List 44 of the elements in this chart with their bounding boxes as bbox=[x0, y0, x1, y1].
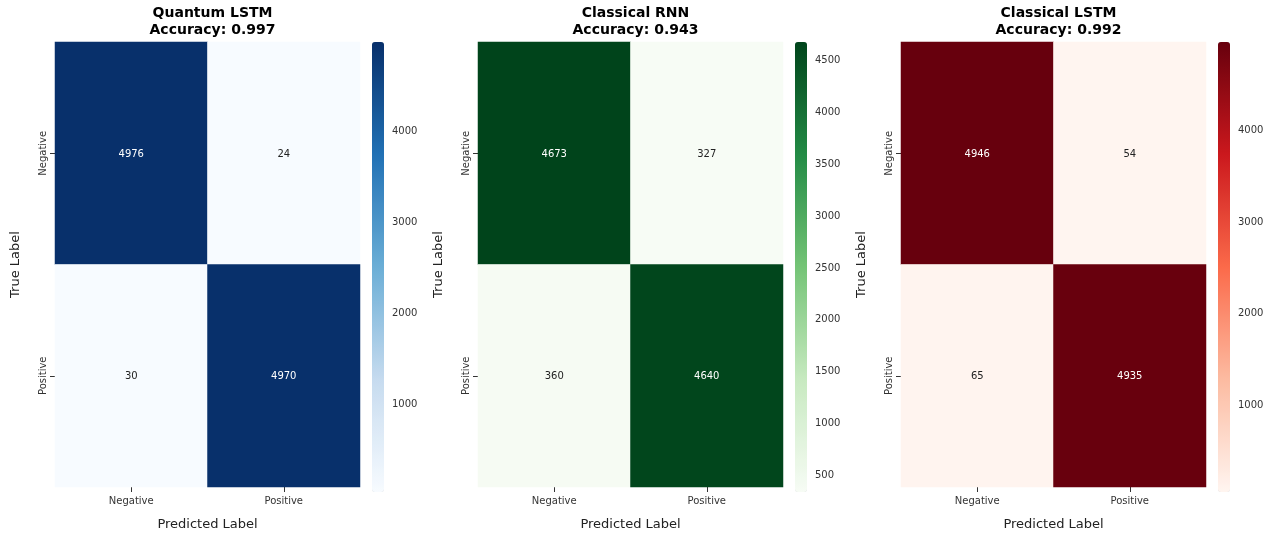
y-axis-title: True Label bbox=[853, 231, 868, 299]
data-label: 360 bbox=[544, 370, 564, 382]
data-label: 4970 bbox=[271, 370, 297, 382]
color-bar-label: 4000 bbox=[1238, 123, 1264, 135]
color-bar-label: 500 bbox=[815, 468, 835, 480]
y-axis-title: True Label bbox=[7, 231, 22, 299]
color-bar-label: 4500 bbox=[815, 54, 841, 66]
data-label: 54 bbox=[1123, 147, 1137, 159]
color-bar-label: 4000 bbox=[392, 125, 418, 137]
color-bar-label: 3000 bbox=[392, 216, 418, 228]
color-bar-label: 4000 bbox=[815, 106, 841, 118]
data-label: 4640 bbox=[694, 370, 720, 382]
color-bar-label: 1500 bbox=[815, 365, 841, 377]
data-label: 327 bbox=[697, 147, 717, 159]
color-bar-label: 2000 bbox=[1238, 307, 1264, 319]
x-tick-label: Negative bbox=[108, 494, 154, 506]
chart-title: Classical RNN Accuracy: 0.943 bbox=[572, 3, 699, 37]
color-bar-label: 3500 bbox=[815, 157, 841, 169]
color-bar-label: 1000 bbox=[1238, 399, 1264, 411]
color-bar-label: 3000 bbox=[1238, 215, 1264, 227]
data-label: 4946 bbox=[964, 147, 990, 159]
x-tick-label: Negative bbox=[954, 494, 1000, 506]
chart-title: Quantum LSTM Accuracy: 0.997 bbox=[149, 3, 276, 37]
x-axis-title: Predicted Label bbox=[157, 516, 258, 531]
x-tick-label: Positive bbox=[687, 494, 727, 506]
data-label: 4935 bbox=[1117, 370, 1143, 382]
x-tick-label: Positive bbox=[1110, 494, 1150, 506]
data-label: 4976 bbox=[118, 147, 144, 159]
data-label: 24 bbox=[277, 147, 291, 159]
y-axis-title: True Label bbox=[430, 231, 445, 299]
color-bar-label: 2500 bbox=[815, 261, 841, 273]
data-label: 30 bbox=[124, 370, 138, 382]
data-label: 4673 bbox=[541, 147, 567, 159]
color-bar-label: 3000 bbox=[815, 209, 841, 221]
chart-title: Classical LSTM Accuracy: 0.992 bbox=[995, 3, 1122, 37]
x-axis-title: Predicted Label bbox=[580, 516, 681, 531]
color-bar-label: 2000 bbox=[815, 313, 841, 325]
data-label: 65 bbox=[970, 370, 984, 382]
x-tick-label: Positive bbox=[264, 494, 304, 506]
x-tick-label: Negative bbox=[531, 494, 577, 506]
color-bar-label: 1000 bbox=[815, 416, 841, 428]
x-axis-title: Predicted Label bbox=[1003, 516, 1104, 531]
color-bar-label: 1000 bbox=[392, 397, 418, 409]
color-bar-label: 2000 bbox=[392, 306, 418, 318]
